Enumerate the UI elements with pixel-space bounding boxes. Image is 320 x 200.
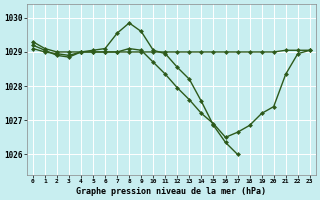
X-axis label: Graphe pression niveau de la mer (hPa): Graphe pression niveau de la mer (hPa) <box>76 187 266 196</box>
